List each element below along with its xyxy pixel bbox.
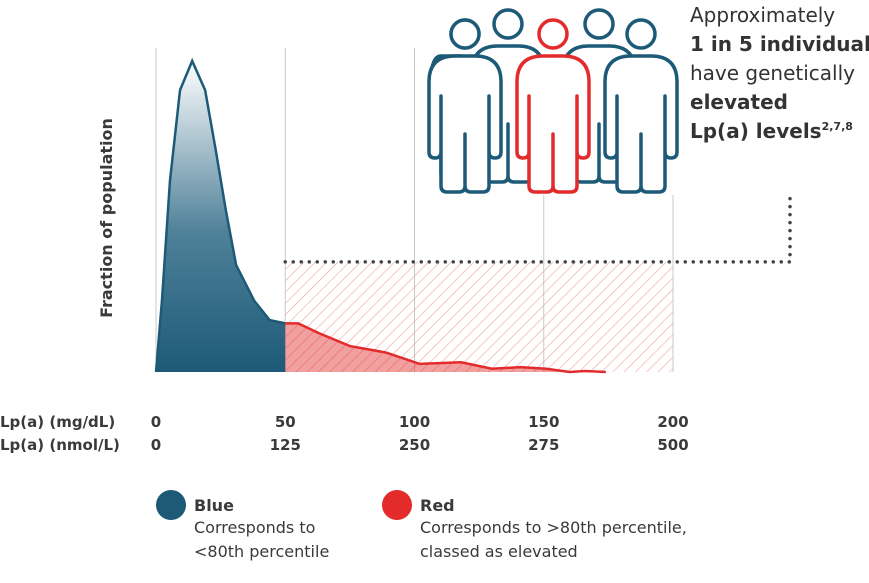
annotation-line: elevated: [690, 90, 788, 114]
x-tick-label: 200: [657, 413, 688, 431]
line: [154, 57, 286, 373]
annotation-line: have genetically: [690, 61, 855, 85]
x2-axis-label: Lp(a) (nmol/L): [0, 436, 120, 454]
x2-tick-label: 0: [151, 436, 161, 454]
x-tick-label: 100: [399, 413, 430, 431]
legend-description: classed as elevated: [420, 542, 578, 561]
annotation-line: Lp(a) levels2,7,8: [690, 119, 853, 143]
annotation-superscript: 2,7,8: [822, 120, 853, 133]
people-icon: [427, 8, 679, 194]
x-tick-label: 150: [528, 413, 559, 431]
legend-marker: [156, 490, 186, 520]
x-tick-label: 50: [275, 413, 296, 431]
legend-description: Corresponds to: [194, 518, 315, 537]
line: [285, 322, 606, 374]
legend-description: Corresponds to >80th percentile,: [420, 518, 687, 537]
legend-label: Red: [420, 496, 455, 515]
x-tick-label: 0: [151, 413, 161, 431]
y-axis-label: Fraction of population: [97, 118, 116, 318]
dotted-connector: [283, 196, 792, 264]
legend-marker: [382, 490, 412, 520]
x2-tick-label: 250: [399, 436, 430, 454]
elevated-band: [285, 261, 673, 372]
area: [156, 60, 286, 373]
annotation-line: 1 in 5 individuals: [690, 32, 869, 56]
legend-label: Blue: [194, 496, 234, 515]
legend-description: <80th percentile: [194, 542, 329, 561]
x-axis-label: Lp(a) (mg/dL): [0, 413, 115, 431]
annotation-line: Approximately: [690, 3, 835, 27]
x2-tick-label: 125: [270, 436, 301, 454]
x2-tick-label: 500: [657, 436, 688, 454]
area: [285, 323, 606, 372]
x2-tick-label: 275: [528, 436, 559, 454]
plot-area: [154, 57, 792, 374]
